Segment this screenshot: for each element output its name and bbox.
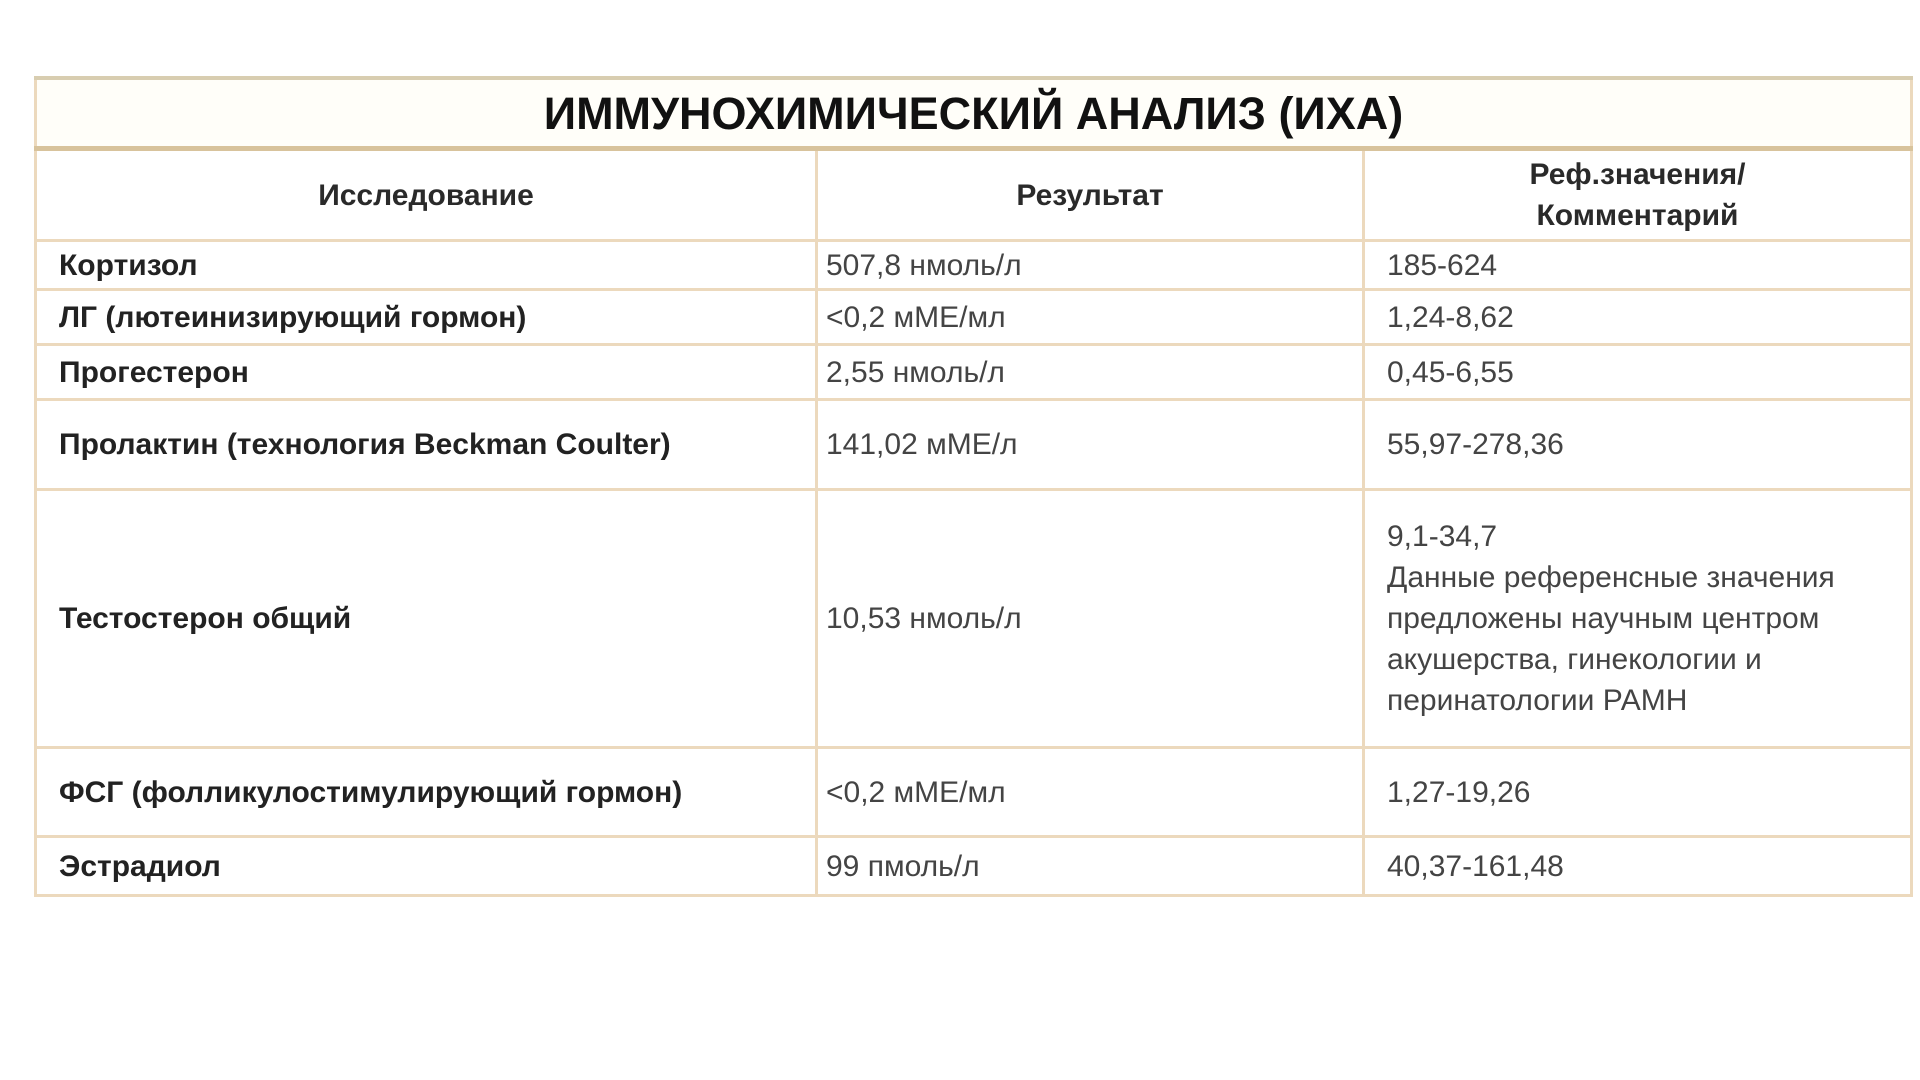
test-reference: 1,27-19,26: [1362, 746, 1913, 838]
table-row: ФСГ (фолликулостимулирующий гормон) <0,2…: [34, 746, 1913, 838]
reference-comment: Данные референсные значения предложены н…: [1387, 561, 1835, 717]
test-reference: 185-624: [1362, 239, 1913, 291]
table-row: Тестостерон общий 10,53 нмоль/л 9,1-34,7…: [34, 488, 1913, 749]
test-reference: 1,24-8,62: [1362, 288, 1913, 346]
test-reference: 40,37-161,48: [1362, 835, 1913, 897]
table-row: Эстрадиол 99 пмоль/л 40,37-161,48: [34, 835, 1913, 897]
results-table: ИММУНОХИМИЧЕСКИЙ АНАЛИЗ (ИХА) Исследован…: [34, 76, 1913, 897]
test-result: 10,53 нмоль/л: [815, 488, 1365, 749]
test-name: Тестостерон общий: [34, 488, 818, 749]
table-row: ЛГ (лютеинизирующий гормон) <0,2 мМЕ/мл …: [34, 288, 1913, 346]
test-name: Прогестерон: [34, 343, 818, 401]
column-header-test: Исследование: [34, 147, 818, 242]
test-result: <0,2 мМЕ/мл: [815, 288, 1365, 346]
test-result: <0,2 мМЕ/мл: [815, 746, 1365, 838]
test-result: 141,02 мМЕ/л: [815, 398, 1365, 491]
test-result: 2,55 нмоль/л: [815, 343, 1365, 401]
table-title: ИММУНОХИМИЧЕСКИЙ АНАЛИЗ (ИХА): [34, 76, 1913, 151]
table-row: Прогестерон 2,55 нмоль/л 0,45-6,55: [34, 343, 1913, 401]
test-reference: 9,1-34,7 Данные референсные значения пре…: [1362, 488, 1913, 749]
test-reference: 0,45-6,55: [1362, 343, 1913, 401]
test-name: Пролактин (технология Beckman Coulter): [34, 398, 818, 491]
test-reference: 55,97-278,36: [1362, 398, 1913, 491]
column-header-reference: Реф.значения/ Комментарий: [1362, 147, 1913, 242]
test-result: 507,8 нмоль/л: [815, 239, 1365, 291]
test-name: ФСГ (фолликулостимулирующий гормон): [34, 746, 818, 838]
header-row: Исследование Результат Реф.значения/ Ком…: [34, 147, 1913, 242]
column-header-result: Результат: [815, 147, 1365, 242]
test-name: ЛГ (лютеинизирующий гормон): [34, 288, 818, 346]
reference-range: 9,1-34,7: [1387, 520, 1498, 553]
test-name: Эстрадиол: [34, 835, 818, 897]
test-result: 99 пмоль/л: [815, 835, 1365, 897]
table-row: Кортизол 507,8 нмоль/л 185-624: [34, 239, 1913, 291]
table-row: Пролактин (технология Beckman Coulter) 1…: [34, 398, 1913, 491]
test-name: Кортизол: [34, 239, 818, 291]
